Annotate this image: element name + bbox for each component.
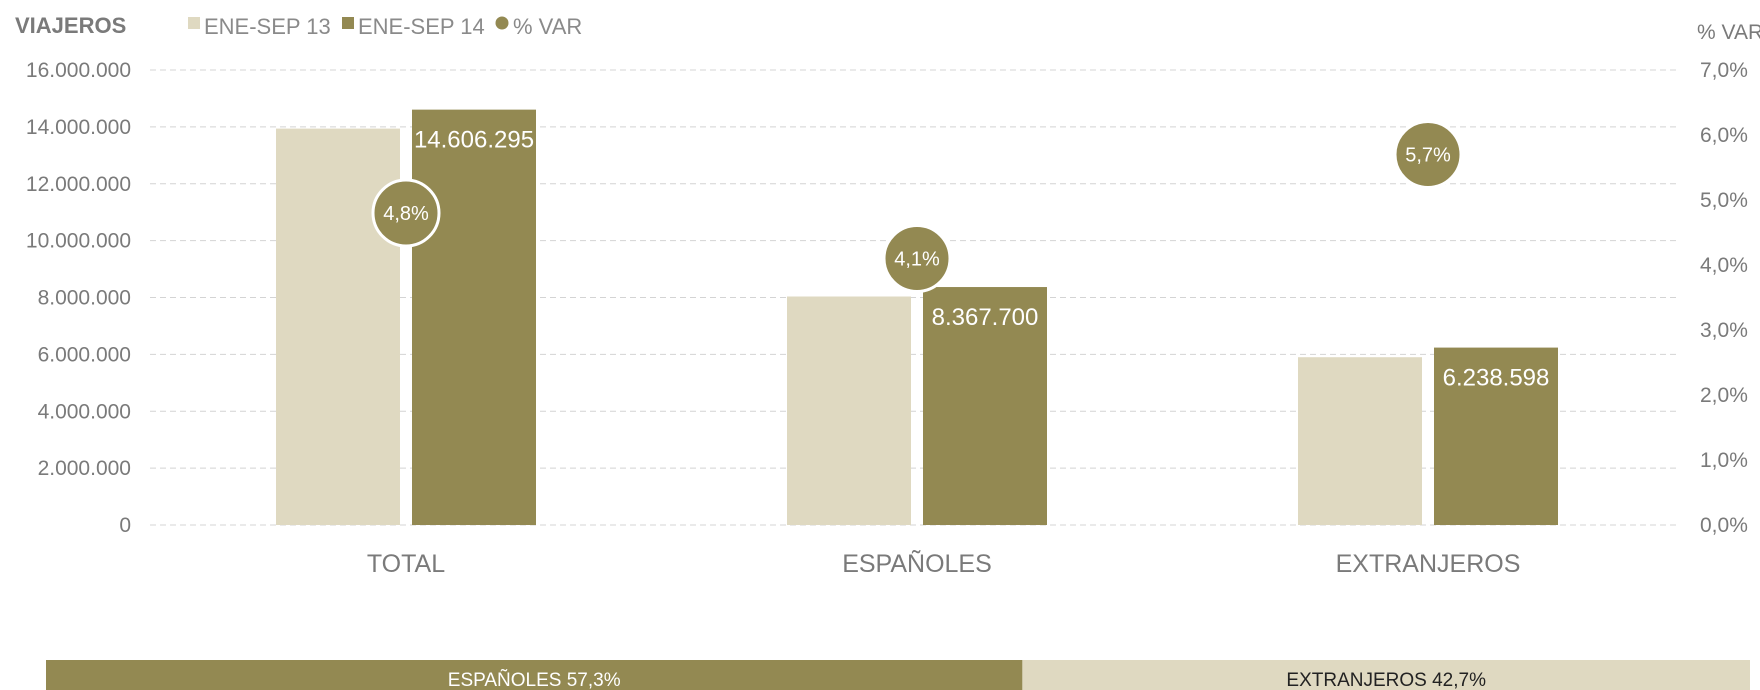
legend: ENE-SEP 13 ENE-SEP 14 % VAR xyxy=(188,14,582,39)
bar-ene-sep-13 xyxy=(1298,357,1422,525)
y-tick-label-right: 3,0% xyxy=(1700,319,1748,342)
share-segment xyxy=(46,660,1023,690)
y-tick-label-left: 14.000.000 xyxy=(26,116,131,139)
share-segment xyxy=(1022,660,1750,690)
var-markers: 4,8% 4,1% 5,7% xyxy=(371,120,1463,293)
legend-label-var: % VAR xyxy=(513,14,582,39)
y-tick-label-right: 2,0% xyxy=(1700,384,1748,407)
bar-ene-sep-14 xyxy=(923,287,1047,525)
bar-value-label: 14.606.295 xyxy=(414,127,534,154)
legend-swatch-var xyxy=(495,16,509,30)
y-tick-label-left: 12.000.000 xyxy=(26,173,131,196)
var-marker xyxy=(371,178,441,248)
y-tick-label-right: 6,0% xyxy=(1700,124,1748,147)
y-tick-label-right: 5,0% xyxy=(1700,189,1748,212)
var-marker xyxy=(1393,120,1463,189)
legend-label-ene-sep-13: ENE-SEP 13 xyxy=(204,14,331,39)
legend-swatch-ene-sep-13 xyxy=(188,17,200,29)
share-bar: ESPAÑOLES 57,3% EXTRANJEROS 42,7% xyxy=(46,660,1750,690)
bars xyxy=(276,109,1558,526)
var-marker xyxy=(882,224,952,293)
var-label: 4,1% xyxy=(894,249,940,271)
y-tick-label-left: 16.000.000 xyxy=(26,59,131,82)
category-label: ESPAÑOLES xyxy=(842,549,992,578)
y-tick-label-right: 4,0% xyxy=(1700,254,1748,277)
category-label: EXTRANJEROS xyxy=(1336,550,1521,578)
bar-value-label: 6.238.598 xyxy=(1443,365,1550,392)
var-label: 5,7% xyxy=(1405,145,1451,167)
y-tick-label-right: 1,0% xyxy=(1700,449,1748,472)
x-axis-categories: TOTAL ESPAÑOLES EXTRANJEROS xyxy=(367,549,1521,578)
y-axis-title-left: VIAJEROS xyxy=(15,13,126,38)
category-label: TOTAL xyxy=(367,550,445,578)
y-tick-label-right: 7,0% xyxy=(1700,59,1748,82)
y-tick-label-left: 8.000.000 xyxy=(38,287,131,310)
legend-swatch-ene-sep-14 xyxy=(342,17,354,29)
y-axis-right: 0,0% 1,0% 2,0% 3,0% 4,0% 5,0% 6,0% 7,0% xyxy=(1700,59,1748,537)
y-tick-label-left: 10.000.000 xyxy=(26,230,131,253)
share-segment-label: ESPAÑOLES 57,3% xyxy=(448,669,621,690)
var-label: 4,8% xyxy=(383,203,429,225)
bar-ene-sep-13 xyxy=(787,296,911,525)
share-segment-label: EXTRANJEROS 42,7% xyxy=(1286,670,1486,690)
y-tick-label-left: 4.000.000 xyxy=(38,400,131,423)
y-tick-label-left: 2.000.000 xyxy=(38,457,131,480)
bar-ene-sep-14 xyxy=(412,109,536,525)
bar-value-labels: 14.606.295 8.367.700 6.238.598 xyxy=(414,127,1549,392)
y-tick-label-left: 6.000.000 xyxy=(38,343,131,366)
y-tick-label-left: 0 xyxy=(119,514,131,537)
y-axis-left: 0 2.000.000 4.000.000 6.000.000 8.000.000 10.… xyxy=(26,59,131,537)
bar-ene-sep-14 xyxy=(1434,347,1558,525)
legend-label-ene-sep-14: ENE-SEP 14 xyxy=(358,14,485,39)
bar-value-label: 8.367.700 xyxy=(932,304,1039,331)
bar-ene-sep-13 xyxy=(276,128,400,526)
y-tick-label-right: 0,0% xyxy=(1700,514,1748,537)
y-axis-title-right: % VAR xyxy=(1697,21,1760,44)
